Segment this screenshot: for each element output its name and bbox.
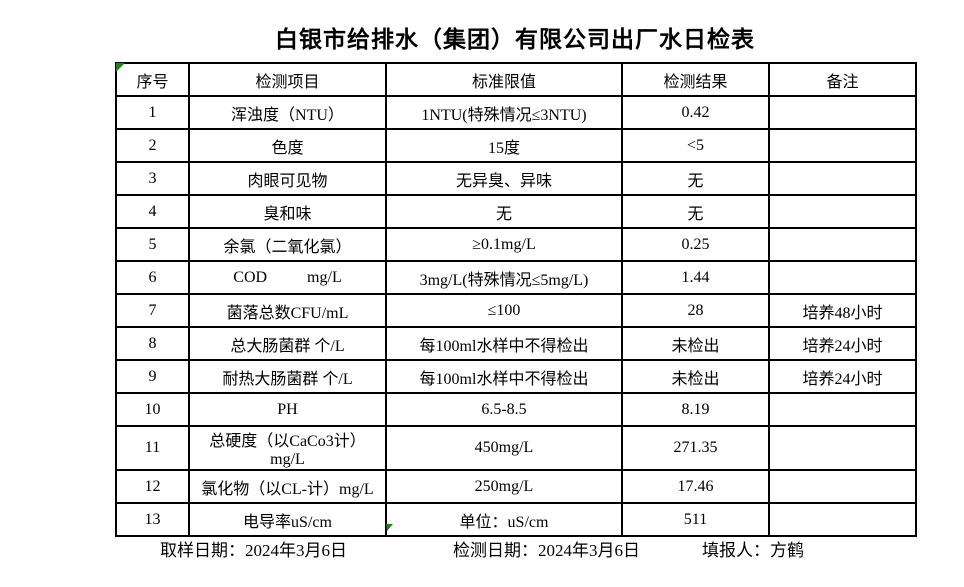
cell-item: 总硬度（以CaCo3计）mg/L: [188, 425, 387, 471]
cell-limit: 250mg/L: [385, 469, 623, 504]
cell-item: 氯化物（以CL-计）mg/L: [188, 469, 387, 504]
cell-result: <5: [621, 128, 770, 163]
cell-seq: 1: [115, 95, 190, 130]
header-item: 检测项目: [188, 62, 387, 97]
cell-remark: 培养24小时: [768, 326, 917, 361]
report-footer: 取样日期：2024年3月6日 检测日期：2024年3月6日 填报人：方鹤: [0, 536, 964, 560]
excel-corner-marker-icon: [116, 63, 125, 72]
table-row: 3 肉眼可见物 无异臭、异味 无: [115, 161, 917, 196]
cell-item: PH: [188, 392, 387, 427]
table-header-row: 序号 检测项目 标准限值 检测结果 备注: [115, 62, 917, 97]
test-date-label: 检测日期：2024年3月6日: [453, 541, 640, 560]
header-result: 检测结果: [621, 62, 770, 97]
cell-seq: 7: [115, 293, 190, 328]
cell-remark: [768, 95, 917, 130]
page-title: 白银市给排水（集团）有限公司出厂水日检表: [275, 27, 755, 52]
cell-remark: [768, 161, 917, 196]
cell-result: 28: [621, 293, 770, 328]
reporter-label: 填报人：方鹤: [702, 541, 804, 560]
cell-item: 电导率uS/cm: [188, 502, 387, 537]
cell-limit: 1NTU(特殊情况≤3NTU): [385, 95, 623, 130]
cell-result: 8.19: [621, 392, 770, 427]
table-row: 12 氯化物（以CL-计）mg/L 250mg/L 17.46: [115, 469, 917, 504]
cell-seq: 4: [115, 194, 190, 229]
cell-remark: [768, 425, 917, 471]
cell-limit: 每100ml水样中不得检出: [385, 326, 623, 361]
cell-limit: 无: [385, 194, 623, 229]
sampling-date-label: 取样日期：2024年3月6日: [160, 541, 347, 560]
cell-result: 无: [621, 194, 770, 229]
cell-remark: [768, 227, 917, 262]
cell-result: 0.42: [621, 95, 770, 130]
cell-remark: 培养48小时: [768, 293, 917, 328]
inspection-table: 序号 检测项目 标准限值 检测结果 备注 1 浑浊度（NTU） 1NTU(特殊情…: [115, 62, 917, 537]
cell-seq: 3: [115, 161, 190, 196]
cell-item: 臭和味: [188, 194, 387, 229]
cell-limit: 450mg/L: [385, 425, 623, 471]
cell-item: 菌落总数CFU/mL: [188, 293, 387, 328]
cell-item: COD mg/L: [188, 260, 387, 295]
cell-result: 未检出: [621, 326, 770, 361]
cell-remark: [768, 469, 917, 504]
cell-item: 余氯（二氧化氯）: [188, 227, 387, 262]
table-row: 13 电导率uS/cm 单位：uS/cm 511: [115, 502, 917, 537]
cell-limit: 单位：uS/cm: [385, 502, 623, 537]
cell-limit: 3mg/L(特殊情况≤5mg/L): [385, 260, 623, 295]
table-row: 6 COD mg/L 3mg/L(特殊情况≤5mg/L) 1.44: [115, 260, 917, 295]
cell-limit: ≤100: [385, 293, 623, 328]
table-row: 9 耐热大肠菌群 个/L 每100ml水样中不得检出 未检出 培养24小时: [115, 359, 917, 394]
cell-seq: 2: [115, 128, 190, 163]
table-row: 11 总硬度（以CaCo3计）mg/L 450mg/L 271.35: [115, 425, 917, 471]
cell-seq: 11: [115, 425, 190, 471]
cell-limit: 15度: [385, 128, 623, 163]
header-limit: 标准限值: [385, 62, 623, 97]
cell-item: 肉眼可见物: [188, 161, 387, 196]
cell-seq: 8: [115, 326, 190, 361]
cell-remark: [768, 194, 917, 229]
cell-limit: ≥0.1mg/L: [385, 227, 623, 262]
cell-result: 271.35: [621, 425, 770, 471]
cell-remark: [768, 502, 917, 537]
table-row: 2 色度 15度 <5: [115, 128, 917, 163]
cell-result: 17.46: [621, 469, 770, 504]
cell-item: 浑浊度（NTU）: [188, 95, 387, 130]
cell-limit: 无异臭、异味: [385, 161, 623, 196]
cell-seq: 12: [115, 469, 190, 504]
cell-item: 总大肠菌群 个/L: [188, 326, 387, 361]
cell-seq: 6: [115, 260, 190, 295]
cell-seq: 10: [115, 392, 190, 427]
cell-result: 511: [621, 502, 770, 537]
cell-result: 未检出: [621, 359, 770, 394]
cell-remark: [768, 392, 917, 427]
table-row: 8 总大肠菌群 个/L 每100ml水样中不得检出 未检出 培养24小时: [115, 326, 917, 361]
table-row: 5 余氯（二氧化氯） ≥0.1mg/L 0.25: [115, 227, 917, 262]
cell-seq: 13: [115, 502, 190, 537]
cell-seq: 5: [115, 227, 190, 262]
cell-result: 1.44: [621, 260, 770, 295]
cell-remark: [768, 260, 917, 295]
table-row: 1 浑浊度（NTU） 1NTU(特殊情况≤3NTU) 0.42: [115, 95, 917, 130]
header-remark: 备注: [768, 62, 917, 97]
cell-result: 无: [621, 161, 770, 196]
cell-limit: 6.5-8.5: [385, 392, 623, 427]
cell-remark: [768, 128, 917, 163]
table-row: 7 菌落总数CFU/mL ≤100 28 培养48小时: [115, 293, 917, 328]
cell-result: 0.25: [621, 227, 770, 262]
cell-remark: 培养24小时: [768, 359, 917, 394]
cell-item: 色度: [188, 128, 387, 163]
table-row: 10 PH 6.5-8.5 8.19: [115, 392, 917, 427]
table-row: 4 臭和味 无 无: [115, 194, 917, 229]
cell-seq: 9: [115, 359, 190, 394]
green-triangle-marker-icon: [386, 524, 393, 531]
header-seq: 序号: [115, 62, 190, 97]
cell-item: 耐热大肠菌群 个/L: [188, 359, 387, 394]
cell-limit: 每100ml水样中不得检出: [385, 359, 623, 394]
